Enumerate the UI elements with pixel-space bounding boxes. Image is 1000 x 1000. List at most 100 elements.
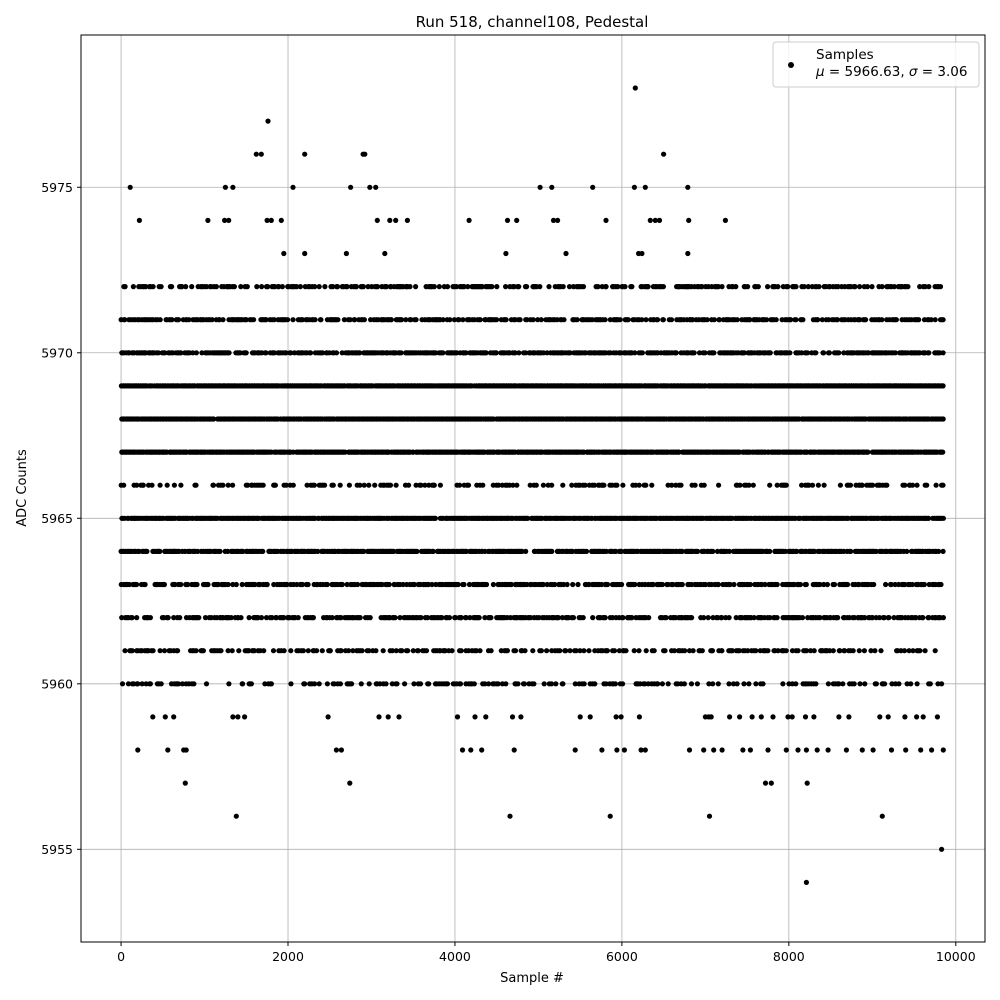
data-point: [574, 317, 580, 323]
data-point: [311, 482, 317, 488]
data-point: [883, 581, 889, 588]
data-point: [575, 581, 581, 588]
data-point: [799, 615, 806, 621]
data-point: [480, 482, 486, 488]
data-point: [710, 548, 716, 555]
data-point: [465, 482, 472, 488]
data-point: [676, 449, 682, 455]
data-point: [617, 317, 623, 323]
data-point: [602, 317, 608, 323]
data-point: [195, 548, 201, 555]
data-point: [603, 284, 609, 290]
data-point: [645, 284, 651, 290]
data-point: [147, 615, 153, 621]
data-point: [620, 615, 626, 621]
data-point: [701, 615, 707, 621]
data-point: [921, 581, 928, 588]
data-point: [259, 284, 265, 290]
data-point: [916, 317, 922, 323]
data-point: [583, 548, 590, 555]
data-point: [765, 284, 771, 290]
data-point: [194, 581, 200, 588]
data-point: [414, 548, 420, 555]
data-point: [213, 284, 219, 290]
data-points: [118, 85, 947, 886]
data-point: [835, 615, 841, 621]
data-point: [279, 284, 285, 290]
data-point: [447, 317, 453, 323]
data-point: [523, 548, 529, 555]
data-point: [695, 548, 701, 555]
data-point: [312, 317, 318, 323]
data-point: [926, 515, 932, 521]
data-point: [869, 284, 875, 290]
data-point: [164, 482, 170, 488]
data-point: [193, 350, 199, 356]
data-point: [494, 284, 500, 290]
data-point: [774, 581, 780, 588]
data-point: [767, 350, 773, 356]
data-point: [689, 615, 695, 621]
data-point: [407, 284, 413, 290]
data-point: [893, 317, 900, 323]
data-point: [444, 284, 451, 290]
data-point: [122, 284, 128, 290]
data-point: [361, 317, 367, 323]
data-point: [826, 350, 833, 356]
data-point: [926, 284, 932, 290]
data-point: [590, 615, 596, 621]
data-point: [310, 615, 316, 621]
data-point: [361, 548, 367, 555]
data-point: [305, 581, 311, 588]
data-point: [659, 581, 666, 588]
data-point: [525, 515, 531, 521]
data-point: [726, 548, 733, 555]
data-point: [413, 317, 419, 323]
data-point: [149, 482, 155, 488]
data-point: [503, 317, 509, 323]
data-point: [315, 548, 321, 555]
data-point: [157, 482, 163, 488]
data-point: [193, 482, 199, 488]
data-point: [225, 581, 231, 588]
data-point: [220, 317, 226, 323]
data-point: [775, 284, 781, 290]
data-point: [140, 482, 146, 488]
data-point: [517, 317, 523, 323]
data-point: [457, 482, 463, 488]
data-point: [312, 284, 318, 290]
data-point: [540, 482, 547, 488]
data-point: [246, 615, 252, 621]
data-point: [150, 284, 156, 290]
data-point: [290, 482, 296, 488]
data-point: [836, 350, 842, 356]
data-point: [679, 581, 685, 588]
data-point: [905, 284, 911, 290]
data-point: [431, 284, 437, 290]
data-point: [334, 284, 341, 290]
data-point: [339, 581, 345, 588]
data-point: [940, 416, 946, 422]
data-point: [489, 284, 495, 290]
data-point: [436, 284, 442, 290]
data-point: [679, 548, 685, 555]
data-point: [476, 615, 482, 621]
data-point: [864, 284, 871, 290]
data-point: [580, 284, 587, 290]
data-point: [691, 350, 697, 356]
data-point: [243, 350, 249, 356]
data-point: [490, 581, 496, 588]
data-point: [231, 284, 237, 290]
data-point: [767, 548, 773, 555]
data-point: [355, 581, 361, 588]
data-point: [787, 350, 793, 356]
data-point: [322, 284, 328, 290]
data-point: [629, 284, 635, 290]
data-point: [392, 615, 398, 621]
data-point: [318, 317, 324, 323]
grid-lines: [81, 35, 985, 942]
data-point: [785, 284, 791, 290]
data-point: [733, 284, 739, 290]
data-point: [386, 581, 392, 588]
data-point: [295, 615, 301, 621]
